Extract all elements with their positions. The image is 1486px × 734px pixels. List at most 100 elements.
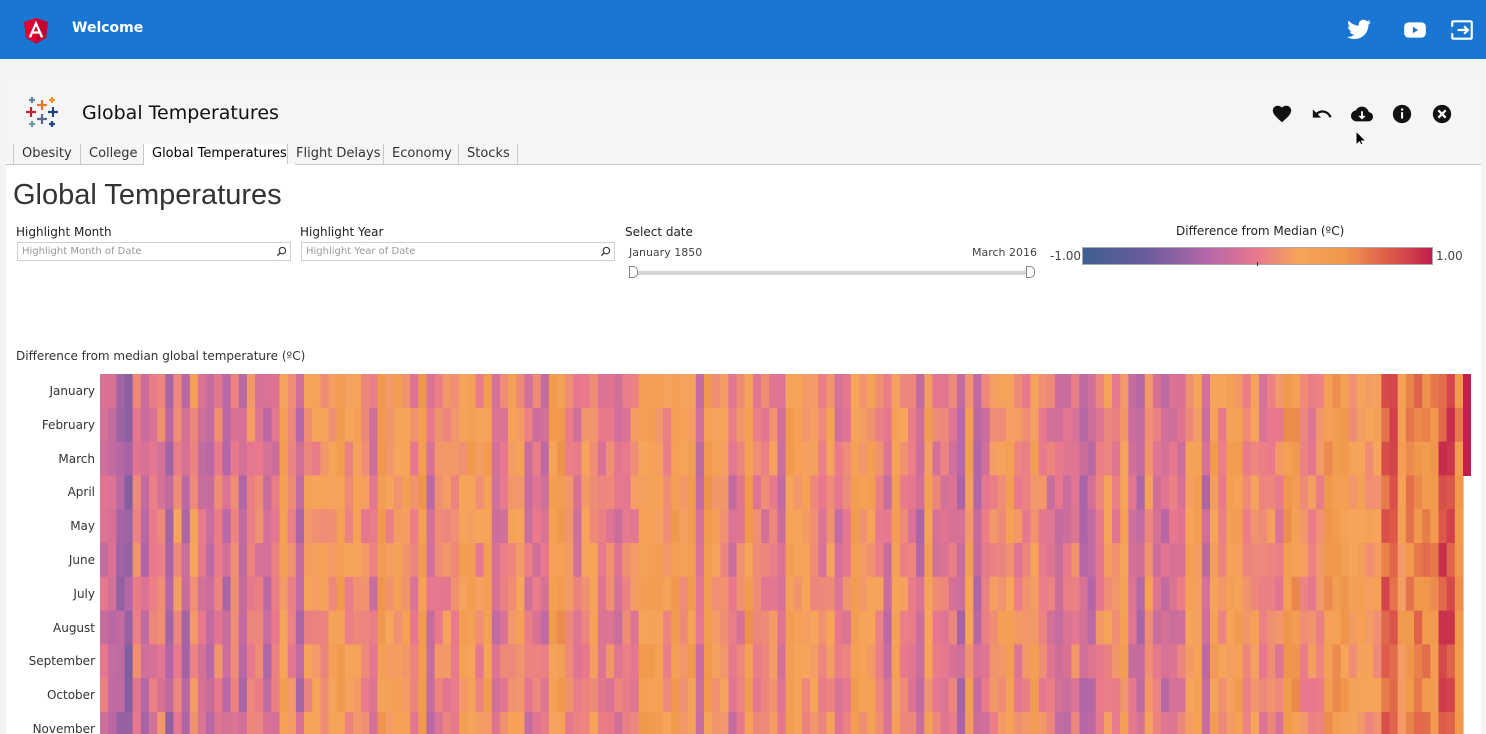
heatmap-cell[interactable] bbox=[108, 644, 117, 679]
heatmap-cell[interactable] bbox=[646, 543, 656, 578]
heatmap-cell[interactable] bbox=[173, 644, 183, 679]
heatmap-cell[interactable] bbox=[181, 610, 191, 645]
heatmap-cell[interactable] bbox=[679, 509, 689, 544]
heatmap-cell[interactable] bbox=[1258, 441, 1268, 476]
heatmap-cell[interactable] bbox=[687, 712, 697, 734]
heatmap-cell[interactable] bbox=[744, 475, 754, 510]
heatmap-cell[interactable] bbox=[426, 407, 436, 443]
heatmap-cell[interactable] bbox=[401, 543, 411, 578]
heatmap-cell[interactable] bbox=[1087, 576, 1097, 612]
heatmap-cell[interactable] bbox=[491, 678, 501, 713]
heatmap-cell[interactable] bbox=[1324, 475, 1334, 510]
heatmap-cell[interactable] bbox=[1095, 374, 1105, 409]
heatmap-cell[interactable] bbox=[1275, 543, 1285, 578]
heatmap-cell[interactable] bbox=[875, 441, 885, 476]
heatmap-cell[interactable] bbox=[663, 644, 672, 679]
heatmap-cell[interactable] bbox=[1144, 475, 1154, 510]
heatmap-cell[interactable] bbox=[1005, 475, 1015, 510]
heatmap-cell[interactable] bbox=[1316, 712, 1325, 734]
heatmap-cell[interactable] bbox=[1422, 678, 1431, 713]
heatmap-cell[interactable] bbox=[859, 509, 868, 544]
heatmap-cell[interactable] bbox=[1128, 407, 1138, 443]
heatmap-cell[interactable] bbox=[793, 576, 803, 612]
heatmap-cell[interactable] bbox=[1063, 644, 1072, 679]
heatmap-cell[interactable] bbox=[467, 374, 477, 409]
heatmap-cell[interactable] bbox=[173, 678, 183, 713]
heatmap-cell[interactable] bbox=[1120, 678, 1129, 713]
heatmap-cell[interactable] bbox=[597, 407, 607, 443]
heatmap-cell[interactable] bbox=[157, 475, 166, 510]
heatmap-cell[interactable] bbox=[1291, 678, 1301, 713]
heatmap-cell[interactable] bbox=[1267, 543, 1276, 578]
heatmap-cell[interactable] bbox=[418, 712, 428, 734]
heatmap-cell[interactable] bbox=[1161, 576, 1170, 612]
heatmap-cell[interactable] bbox=[687, 441, 697, 476]
heatmap-cell[interactable] bbox=[1267, 374, 1276, 409]
heatmap-cell[interactable] bbox=[1054, 610, 1064, 645]
heatmap-cell[interactable] bbox=[744, 407, 754, 443]
heatmap-cell[interactable] bbox=[1299, 610, 1309, 645]
heatmap-cell[interactable] bbox=[524, 441, 534, 476]
heatmap-cell[interactable] bbox=[826, 678, 836, 713]
heatmap-cell[interactable] bbox=[850, 475, 860, 510]
heatmap-cell[interactable] bbox=[646, 644, 656, 679]
heatmap-cell[interactable] bbox=[124, 509, 134, 544]
heatmap-cell[interactable] bbox=[622, 374, 632, 409]
heatmap-cell[interactable] bbox=[214, 374, 224, 409]
heatmap-cell[interactable] bbox=[1234, 543, 1244, 578]
heatmap-cell[interactable] bbox=[1438, 441, 1448, 476]
heatmap-cell[interactable] bbox=[1454, 644, 1464, 679]
heatmap-cell[interactable] bbox=[965, 509, 974, 544]
heatmap-cell[interactable] bbox=[679, 712, 689, 734]
heatmap-cell[interactable] bbox=[916, 543, 925, 578]
heatmap-cell[interactable] bbox=[1446, 374, 1456, 409]
heatmap-cell[interactable] bbox=[524, 678, 534, 713]
heatmap-cell[interactable] bbox=[1046, 610, 1056, 645]
heatmap-cell[interactable] bbox=[491, 475, 501, 510]
heatmap-cell[interactable] bbox=[459, 374, 468, 409]
heatmap-cell[interactable] bbox=[810, 407, 819, 443]
heatmap-cell[interactable] bbox=[255, 441, 264, 476]
heatmap-cell[interactable] bbox=[116, 475, 126, 510]
heatmap-cell[interactable] bbox=[1414, 610, 1423, 645]
heatmap-cell[interactable] bbox=[777, 678, 787, 713]
heatmap-cell[interactable] bbox=[1120, 475, 1129, 510]
heatmap-cell[interactable] bbox=[532, 475, 542, 510]
heatmap-cell[interactable] bbox=[630, 576, 640, 612]
heatmap-cell[interactable] bbox=[744, 374, 754, 409]
heatmap-cell[interactable] bbox=[108, 509, 117, 544]
heatmap-cell[interactable] bbox=[1177, 374, 1187, 409]
heatmap-cell[interactable] bbox=[222, 610, 232, 645]
heatmap-cell[interactable] bbox=[1275, 576, 1285, 612]
heatmap-cell[interactable] bbox=[434, 610, 444, 645]
heatmap-cell[interactable] bbox=[312, 475, 321, 510]
heatmap-cell[interactable] bbox=[867, 407, 876, 443]
heatmap-cell[interactable] bbox=[401, 678, 411, 713]
heatmap-cell[interactable] bbox=[344, 576, 354, 612]
heatmap-cell[interactable] bbox=[801, 509, 811, 544]
heatmap-cell[interactable] bbox=[646, 475, 656, 510]
heatmap-cell[interactable] bbox=[1258, 712, 1268, 734]
heatmap-cell[interactable] bbox=[100, 374, 109, 409]
heatmap-cell[interactable] bbox=[940, 475, 950, 510]
heatmap-cell[interactable] bbox=[1324, 374, 1334, 409]
heatmap-cell[interactable] bbox=[1120, 712, 1129, 734]
heatmap-cell[interactable] bbox=[361, 475, 370, 510]
heatmap-cell[interactable] bbox=[932, 644, 942, 679]
heatmap-cell[interactable] bbox=[238, 576, 248, 612]
heatmap-cell[interactable] bbox=[826, 644, 836, 679]
heatmap-cell[interactable] bbox=[279, 441, 289, 476]
heatmap-cell[interactable] bbox=[679, 441, 689, 476]
heatmap-cell[interactable] bbox=[287, 610, 297, 645]
heatmap-cell[interactable] bbox=[614, 509, 623, 544]
heatmap-cell[interactable] bbox=[654, 644, 664, 679]
heatmap-cell[interactable] bbox=[891, 712, 901, 734]
heatmap-cell[interactable] bbox=[263, 644, 272, 679]
heatmap-cell[interactable] bbox=[369, 543, 379, 578]
heatmap-cell[interactable] bbox=[565, 407, 574, 443]
heatmap-cell[interactable] bbox=[491, 576, 501, 612]
heatmap-cell[interactable] bbox=[206, 374, 215, 409]
heatmap-cell[interactable] bbox=[899, 610, 909, 645]
heatmap-cell[interactable] bbox=[777, 475, 787, 510]
heatmap-cell[interactable] bbox=[108, 610, 117, 645]
